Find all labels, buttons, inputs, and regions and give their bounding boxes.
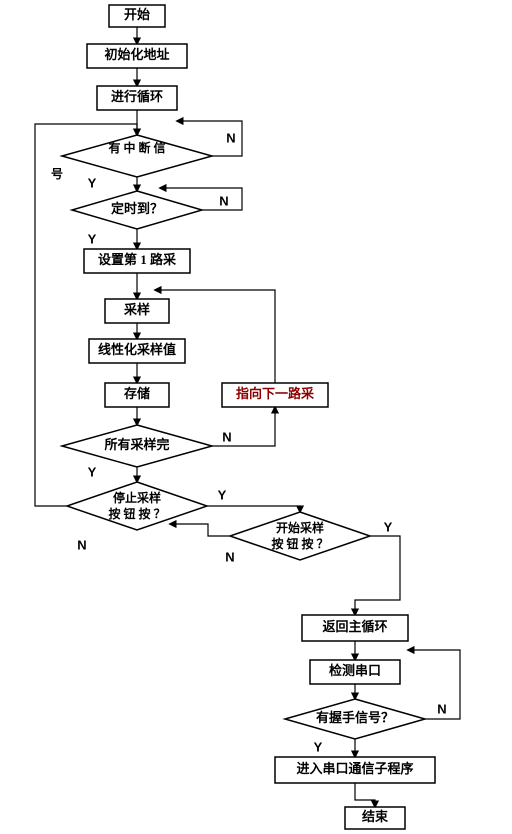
edge-22	[355, 783, 375, 807]
label-alldone: 所有采样完	[104, 437, 169, 452]
edge-label-14: N	[77, 537, 86, 552]
edge-label-5: Y	[88, 231, 97, 246]
node-end: 结束	[345, 807, 405, 829]
node-handshake: 有握手信号？	[285, 699, 425, 739]
label-loop: 进行循环	[111, 89, 163, 104]
label-stopbtn-2: 按 钮 按 ？	[108, 506, 165, 521]
label-start: 开始	[124, 7, 150, 22]
node-retmain: 返回主循环	[302, 615, 408, 641]
label-store: 存储	[124, 386, 150, 401]
label-int-1: 有 中 断 信	[108, 140, 165, 155]
node-start: 开始	[109, 5, 165, 27]
label-int-2: 号	[51, 166, 63, 181]
node-store: 存储	[105, 383, 169, 407]
node-serialsub: 进入串口通信子程序	[275, 757, 435, 783]
label-serialchk: 检测串口	[329, 663, 381, 678]
edge-16	[170, 524, 230, 536]
node-sample: 采样	[105, 299, 169, 323]
label-retmain: 返回主循环	[322, 619, 387, 634]
edge-17	[355, 536, 400, 615]
label-stopbtn-1: 停止采样	[113, 490, 161, 505]
label-setch1: 设置第 1 路采	[98, 252, 177, 267]
flowchart-canvas: 开始初始化地址进行循环有 中 断 信号定时到？ 设置第 1 路采采样线性化采样值存…	[0, 0, 512, 834]
edge-12	[155, 290, 275, 383]
label-linearize: 线性化采样值	[98, 342, 176, 357]
edge-label-6: N	[219, 193, 228, 208]
node-setch1: 设置第 1 路采	[84, 249, 190, 273]
label-handshake: 有握手信号？	[316, 710, 394, 725]
edge-label-20: N	[437, 701, 446, 716]
edge-label-11: N	[222, 429, 231, 444]
node-int: 有 中 断 信号	[51, 135, 212, 181]
label-timer: 定时到？	[110, 201, 163, 216]
label-startbtn-2: 按 钮 按 ？	[271, 536, 328, 551]
edge-20	[408, 650, 460, 719]
node-timer: 定时到？	[72, 191, 202, 229]
node-linearize: 线性化采样值	[89, 339, 185, 363]
edge-label-4: N	[226, 130, 235, 145]
label-end: 结束	[362, 809, 389, 824]
label-startbtn-1: 开始采样	[276, 520, 324, 535]
node-alldone: 所有采样完	[62, 425, 212, 467]
edge-label-15: Y	[218, 487, 227, 502]
label-sample: 采样	[123, 302, 150, 317]
edge-label-16: N	[225, 549, 234, 564]
label-init: 初始化地址	[104, 47, 169, 62]
label-serialsub: 进入串口通信子程序	[296, 761, 413, 776]
node-startbtn: 开始采样按 钮 按 ？	[230, 512, 370, 560]
label-nextptr: 指向下一路采	[236, 386, 315, 401]
edge-label-21: Y	[314, 739, 323, 754]
node-serialchk: 检测串口	[310, 660, 400, 684]
edge-label-13: Y	[88, 464, 97, 479]
node-stopbtn: 停止采样按 钮 按 ？	[67, 482, 207, 530]
edge-15	[207, 506, 300, 512]
edges-layer	[35, 27, 460, 807]
node-init: 初始化地址	[87, 44, 187, 68]
nodes-layer: 开始初始化地址进行循环有 中 断 信号定时到？ 设置第 1 路采采样线性化采样值存…	[51, 5, 435, 829]
node-loop: 进行循环	[97, 86, 177, 110]
edge-label-17: Y	[384, 519, 393, 534]
edge-label-3: Y	[88, 175, 97, 190]
node-nextptr: 指向下一路采	[222, 383, 328, 407]
